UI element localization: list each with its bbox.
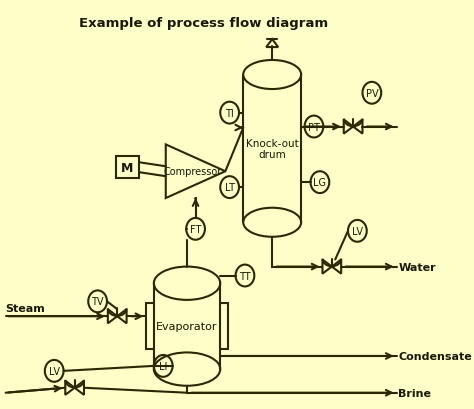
Text: TT: TT: [239, 271, 251, 281]
Text: TV: TV: [91, 297, 104, 307]
Text: Condensate: Condensate: [398, 351, 472, 361]
Text: LV: LV: [352, 226, 363, 236]
Text: Compressor: Compressor: [163, 167, 221, 177]
Text: Steam: Steam: [6, 303, 46, 313]
Text: TI: TI: [225, 108, 234, 118]
Text: M: M: [121, 162, 134, 174]
Text: Water: Water: [398, 262, 436, 272]
Text: Brine: Brine: [398, 388, 431, 398]
Text: LG: LG: [313, 178, 327, 188]
Text: LI: LI: [159, 361, 167, 371]
Text: Knock-out
drum: Knock-out drum: [246, 138, 299, 160]
Text: PV: PV: [365, 88, 378, 99]
Text: Example of process flow diagram: Example of process flow diagram: [79, 17, 328, 30]
Text: LT: LT: [225, 183, 235, 193]
Text: PT: PT: [308, 122, 320, 132]
Text: LV: LV: [49, 366, 60, 376]
Text: Evaporator: Evaporator: [156, 321, 218, 331]
Text: FT: FT: [190, 224, 201, 234]
